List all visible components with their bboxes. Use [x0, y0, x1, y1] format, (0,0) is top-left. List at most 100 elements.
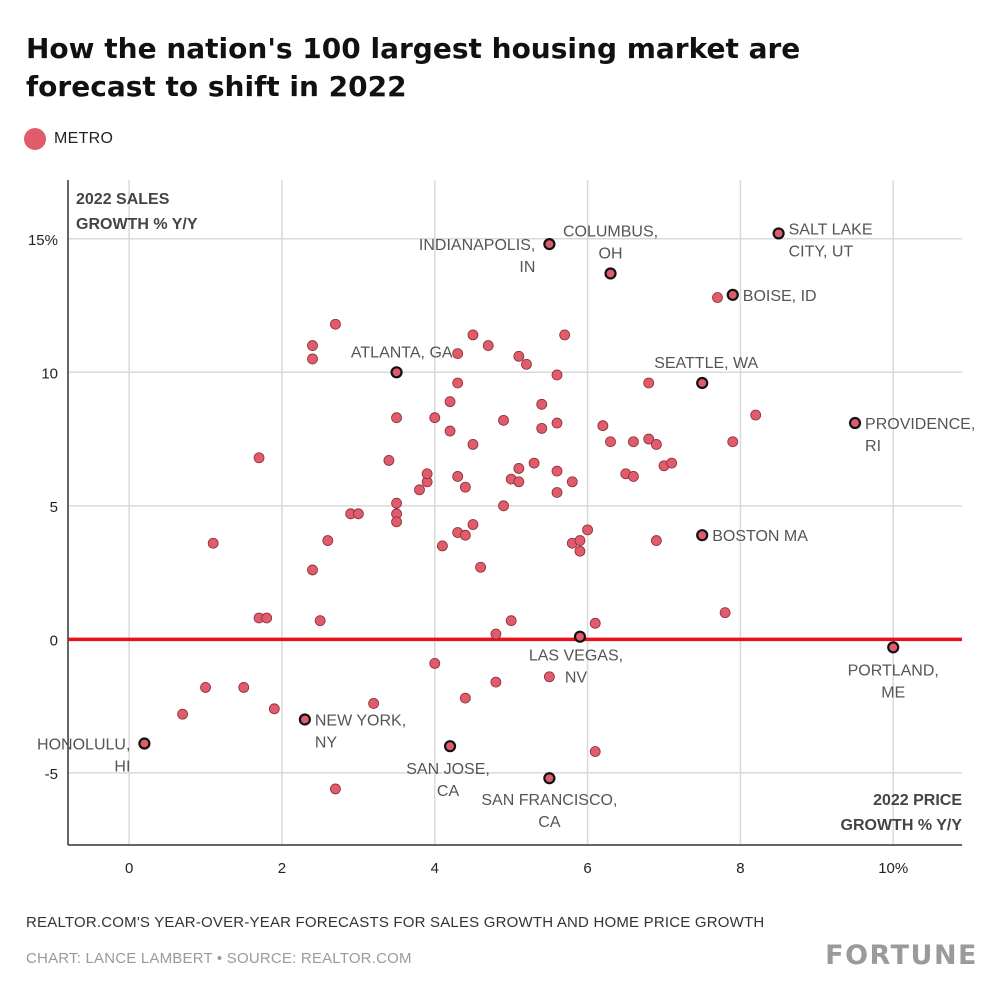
- metro-point: [444, 396, 456, 408]
- metro-point: [574, 545, 586, 557]
- metro-point: [467, 329, 479, 341]
- highlighted-metro-point: [726, 288, 739, 301]
- chart-footnote: REALTOR.COM'S YEAR-OVER-YEAR FORECASTS F…: [26, 914, 765, 931]
- chart-credit: CHART: LANCE LAMBERT • SOURCE: REALTOR.C…: [26, 950, 412, 967]
- metro-point: [437, 540, 448, 552]
- metro-point: [513, 350, 525, 362]
- metro-point: [352, 508, 364, 520]
- metro-point: [322, 535, 334, 546]
- metro-point: [475, 561, 487, 573]
- metro-point: [459, 481, 471, 493]
- metro-point: [712, 292, 723, 303]
- metro-point: [452, 471, 464, 482]
- metro-point: [498, 500, 509, 512]
- metro-point: [444, 425, 456, 437]
- metro-point: [383, 455, 395, 466]
- highlighted-metro-point: [298, 713, 311, 726]
- metro-point: [505, 615, 517, 627]
- metro-point: [719, 607, 731, 619]
- metro-annotation: BOISE, ID: [743, 288, 817, 305]
- metro-point: [200, 682, 211, 693]
- metro-point: [368, 698, 380, 709]
- metro-annotation: IN: [519, 259, 535, 276]
- metro-point: [521, 358, 532, 370]
- highlighted-metro-point: [390, 366, 403, 379]
- metro-point: [643, 377, 655, 389]
- legend: METRO: [24, 128, 113, 150]
- metro-point: [551, 465, 563, 477]
- metro-annotation: ATLANTA, GA: [351, 344, 453, 361]
- metro-point: [559, 329, 571, 341]
- metro-annotation: HI: [114, 759, 130, 776]
- metro-point: [207, 537, 219, 549]
- metro-point: [429, 657, 441, 669]
- metro-point: [177, 708, 189, 720]
- legend-metro-label: METRO: [54, 130, 114, 147]
- metro-annotation: SAN FRANCISCO,: [481, 792, 617, 809]
- metro-annotation: BOSTON MA: [712, 528, 808, 545]
- metro-point: [566, 476, 578, 488]
- fortune-logo: FORTUNE: [825, 940, 978, 971]
- highlighted-metro-point: [543, 237, 556, 251]
- highlighted-metro-point: [887, 641, 900, 654]
- metro-point: [628, 436, 639, 448]
- highlighted-metro-point: [696, 376, 709, 390]
- metro-point: [513, 476, 525, 488]
- metro-point: [314, 615, 326, 627]
- metro-annotation: PROVIDENCE,: [865, 416, 975, 433]
- metro-annotation: HONOLULU,: [37, 737, 130, 754]
- metro-point: [490, 676, 502, 688]
- metro-point: [551, 369, 563, 381]
- metro-point: [391, 497, 402, 509]
- metro-point: [391, 516, 402, 528]
- metro-point: [750, 409, 762, 421]
- metro-annotation: NY: [315, 734, 338, 751]
- metro-annotation: INDIANAPOLIS,: [419, 237, 535, 254]
- metro-annotation: SEATTLE, WA: [654, 355, 758, 372]
- highlighted-metro-point: [848, 416, 862, 430]
- metro-annotation: PORTLAND,: [848, 662, 939, 679]
- metro-point: [650, 535, 662, 546]
- metro-point: [551, 487, 563, 498]
- metro-annotation: CA: [437, 783, 460, 800]
- metro-annotation: ME: [881, 684, 905, 701]
- metro-point: [268, 703, 280, 715]
- metro-point: [513, 463, 525, 474]
- metro-point: [452, 377, 464, 389]
- chart-title-line-1: How the nation's 100 largest housing mar…: [26, 32, 801, 65]
- metro-point: [551, 417, 563, 429]
- x-axis-title-line: GROWTH % Y/Y: [841, 817, 963, 834]
- metro-point: [574, 535, 586, 546]
- metro-point: [666, 457, 678, 469]
- x-tick-label: 0: [125, 860, 133, 877]
- y-axis-title-line: GROWTH % Y/Y: [76, 216, 198, 233]
- metro-point: [452, 348, 464, 359]
- highlighted-metro-point: [696, 529, 709, 542]
- y-tick-label: 5: [50, 499, 58, 516]
- metro-point: [498, 414, 509, 426]
- metro-point: [330, 783, 341, 795]
- metro-point: [414, 484, 425, 496]
- y-axis-title-line: 2022 SALES: [76, 191, 170, 208]
- metro-point: [429, 412, 441, 424]
- metro-annotation: COLUMBUS,: [563, 223, 658, 240]
- metro-point: [650, 438, 662, 450]
- metro-point: [459, 692, 471, 704]
- highlighted-metro-point: [573, 630, 587, 643]
- metro-point: [421, 468, 433, 480]
- highlighted-metro-point: [443, 740, 457, 753]
- metro-point: [605, 436, 616, 448]
- metro-point: [253, 452, 265, 464]
- highlighted-metro-point: [772, 227, 785, 240]
- metro-annotation: NEW YORK,: [315, 712, 406, 729]
- metro-point: [330, 318, 341, 330]
- metro-annotation: NV: [565, 670, 588, 687]
- x-tick-label: 2: [278, 860, 286, 877]
- metro-point: [238, 682, 250, 693]
- metro-annotation: SAN JOSE,: [406, 761, 490, 778]
- metro-point: [597, 420, 609, 432]
- highlighted-metro-point: [604, 267, 617, 280]
- metro-point: [528, 457, 540, 469]
- metro-point: [628, 471, 639, 482]
- x-tick-label: 6: [583, 860, 591, 877]
